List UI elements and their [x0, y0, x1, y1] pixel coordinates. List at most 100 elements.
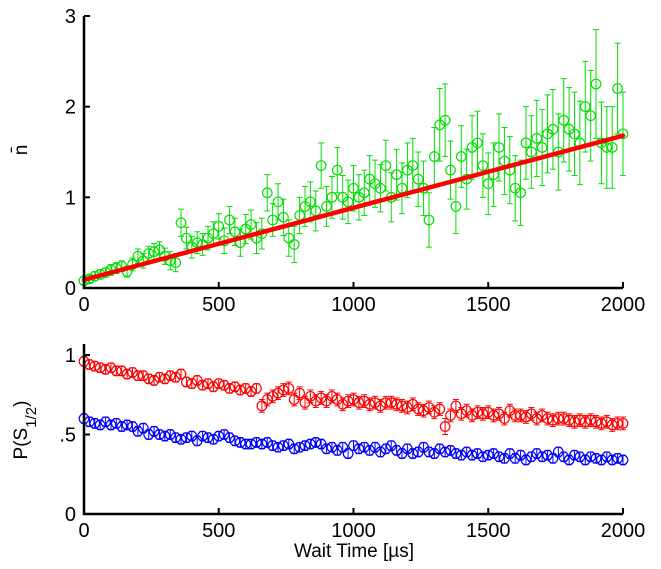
probability-series-1-point: [461, 446, 473, 458]
nbar-series-0-point: [536, 142, 548, 153]
probability-series-1-point: [531, 448, 543, 459]
probability-series-1-point: [331, 445, 343, 456]
probability-series-0-point: [121, 368, 133, 380]
probability-series-1-point: [218, 429, 230, 440]
probability-series-0-point: [294, 387, 306, 399]
nbar-x-tick-label: 0: [78, 294, 89, 316]
probability-series-0-point: [315, 392, 327, 404]
probability-series-1-point: [137, 422, 149, 434]
nbar-x-tick-label: 500: [202, 294, 235, 316]
nbar-series-0-point: [229, 226, 241, 238]
nbar-ticks: 0 500 1000 1500 2000 0 1 2 3: [65, 6, 645, 316]
probability-series-1-point: [245, 438, 257, 450]
probability-series-1-point: [407, 448, 419, 459]
probability-x-tick-label: 1500: [466, 520, 511, 542]
probability-series-0-point: [342, 395, 354, 407]
probability-series-0-point: [520, 411, 532, 423]
probability-series-0-point: [434, 403, 446, 415]
probability-series-1-point: [364, 445, 376, 456]
nbar-series-0-point: [439, 114, 451, 126]
nbar-series-0-point: [261, 187, 273, 199]
probability-series-0-point: [245, 386, 257, 397]
probability-series-0-point: [375, 400, 386, 412]
probability-series-1-point: [94, 419, 106, 431]
nbar-series-0-point: [245, 219, 257, 230]
probability-series-0-point: [617, 417, 629, 429]
probability-series-1-point: [154, 429, 165, 440]
probability-y-axis-label: P(S1/2): [11, 401, 40, 460]
probability-series-1-point: [509, 452, 521, 464]
probability-series-1-point: [574, 451, 586, 463]
nbar-series-0-point: [342, 196, 354, 208]
probability-series-0-point: [234, 384, 246, 396]
probability-x-tick-label: 500: [202, 520, 235, 542]
nbar-series-0-point: [288, 239, 300, 250]
probability-series-1-point: [606, 454, 618, 466]
probability-y-tick-label: 1: [65, 345, 76, 367]
nbar-series-0-point: [525, 146, 537, 158]
nbar-series-0-point: [358, 187, 370, 199]
probability-series-0-point: [272, 387, 284, 399]
probability-series-1-point: [342, 448, 354, 459]
nbar-y-tick-label: 3: [65, 6, 76, 28]
nbar-x-tick-label: 2000: [601, 294, 646, 316]
probability-series-1-point: [337, 441, 349, 453]
probability-series-0-point: [364, 398, 376, 410]
probability-series-1-point: [488, 448, 500, 459]
probability-series-1-point: [116, 421, 128, 432]
nbar-series-0-point: [331, 164, 343, 176]
probability-series-0-point: [563, 414, 575, 426]
probability-x-tick-label: 1000: [331, 520, 376, 542]
probability-series-0-point: [482, 406, 494, 418]
probability-series-0-point: [585, 414, 597, 426]
probability-series-0-point: [488, 410, 500, 421]
probability-series-1-point: [472, 448, 483, 459]
probability-series-0-point: [251, 382, 262, 394]
nbar-series-0-point: [547, 123, 559, 135]
nbar-series-0-point: [590, 78, 602, 90]
probability-series-1-point: [299, 440, 311, 452]
probability-series-0-point: [466, 410, 478, 421]
probability-series-1-point: [569, 449, 580, 461]
nbar-series-0-point: [175, 217, 187, 229]
probability-series-1-point: [358, 441, 370, 453]
probability-series-1-point: [304, 438, 316, 450]
probability-series-0-point: [229, 381, 241, 393]
probability-series-1-point: [466, 449, 478, 461]
probability-series-1-point: [175, 433, 187, 445]
probability-series-0-point: [154, 371, 165, 383]
probability-series-0-point: [89, 360, 101, 372]
probability-series-1-point: [547, 452, 559, 464]
nbar-data-marks: [78, 29, 629, 287]
probability-series-0-point: [240, 382, 252, 394]
probability-series-0-point: [207, 381, 219, 393]
probability-series-1-point: [267, 440, 279, 452]
probability-series-1-point: [477, 451, 489, 463]
probability-series-0-point: [353, 397, 365, 409]
probability-series-0-point: [472, 406, 483, 418]
probability-series-0-point: [601, 416, 613, 428]
probability-series-1-point: [536, 451, 548, 463]
probability-series-0-point: [536, 410, 548, 421]
nbar-series-0-point: [612, 83, 624, 94]
nbar-fit-line: [81, 133, 626, 283]
probability-series-0-point: [439, 421, 451, 432]
probability-series-1-point: [256, 438, 268, 450]
probability-series-0-point: [596, 417, 607, 429]
probability-series-1-point: [251, 437, 262, 448]
probability-series-1-point: [590, 452, 602, 464]
probability-series-0-point: [105, 362, 117, 374]
probability-series-0-point: [348, 394, 359, 405]
nbar-series-0-point: [493, 142, 505, 153]
probability-series-1-point: [110, 417, 122, 429]
nbar-series-0-point: [606, 142, 618, 153]
probability-series-1-point: [181, 432, 192, 444]
probability-series-0-point: [531, 413, 543, 425]
nbar-series-0-point: [375, 182, 386, 194]
nbar-series-0-point: [321, 200, 332, 212]
nbar-y-tick-label: 2: [65, 97, 76, 119]
nbar-series-0-point: [154, 244, 165, 256]
nbar-series-0-point: [569, 128, 580, 140]
probability-y-tick-label: 0: [65, 504, 76, 526]
